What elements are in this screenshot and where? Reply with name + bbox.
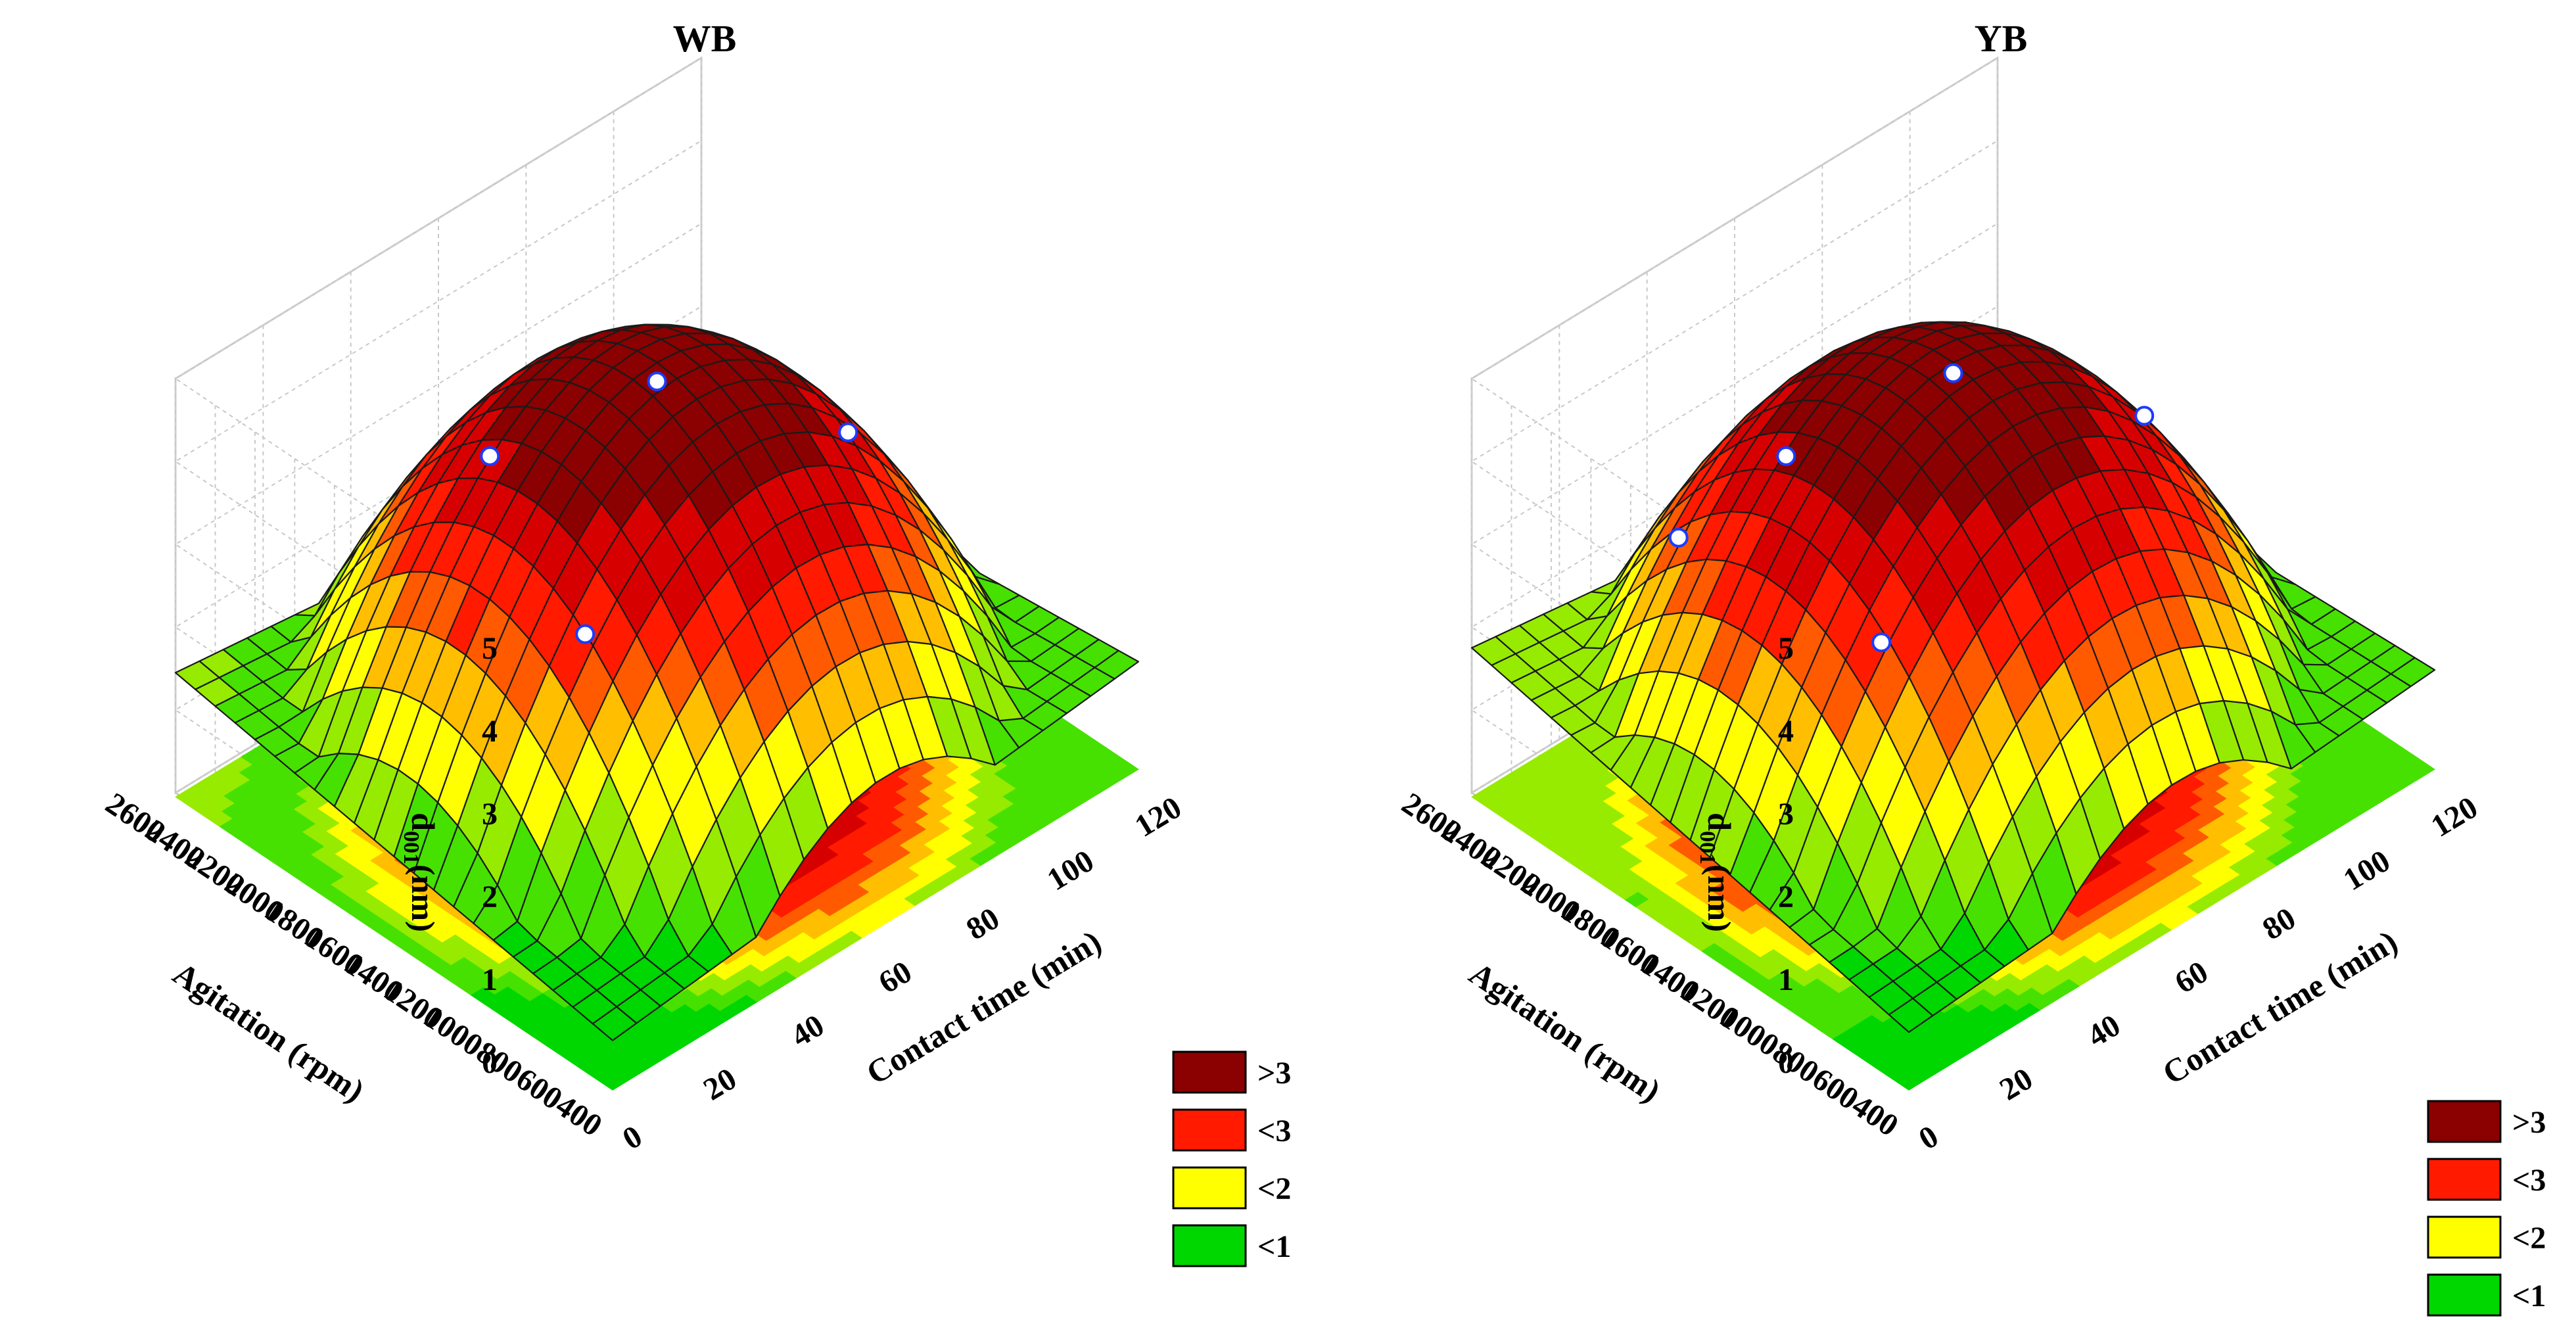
observed-point xyxy=(2134,406,2155,426)
chart-title: WB xyxy=(673,17,737,60)
z-tick-label: 2 xyxy=(1778,880,1794,914)
z-tick-label: 3 xyxy=(482,797,498,832)
observed-point xyxy=(1776,446,1796,466)
z-axis-label: d001(nm) xyxy=(1695,813,1738,932)
z-label-unit: (nm) xyxy=(1701,864,1738,932)
x-tick-label: 60 xyxy=(2169,955,2214,1001)
z-tick-label: 4 xyxy=(482,714,498,749)
z-label-sub: 001 xyxy=(1695,831,1720,864)
z-tick-label: 1 xyxy=(1778,962,1794,997)
x-tick-label: 80 xyxy=(960,901,1005,947)
x-tick-label: 20 xyxy=(1994,1061,2038,1107)
legend-swatch xyxy=(2427,1100,2502,1143)
y-axis-label: Agitation (rpm) xyxy=(166,955,371,1109)
x-tick-label: 20 xyxy=(697,1061,742,1107)
legend: >3 <3 <2 <1 xyxy=(2427,1100,2546,1317)
observed-point xyxy=(1871,632,1892,653)
z-tick-label: 5 xyxy=(1778,631,1794,666)
legend-label: <3 xyxy=(2512,1163,2546,1198)
legend-label: <2 xyxy=(2512,1221,2546,1256)
legend-label: >3 xyxy=(2512,1105,2546,1140)
x-tick-label: 0 xyxy=(1913,1119,1944,1157)
legend-swatch xyxy=(2427,1273,2502,1317)
legend-swatch xyxy=(2427,1158,2502,1201)
x-tick-label: 120 xyxy=(1129,790,1188,844)
legend-swatch xyxy=(1172,1050,1247,1094)
x-axis-label: Contact time (min) xyxy=(2156,923,2403,1092)
legend-label: >3 xyxy=(1257,1056,1291,1091)
x-tick-label: 40 xyxy=(2081,1008,2126,1054)
legend: >3 <3 <2 <1 xyxy=(1172,1050,1291,1267)
x-tick-label: 100 xyxy=(2337,843,2396,898)
observed-point xyxy=(575,624,596,644)
legend-swatch xyxy=(2427,1215,2502,1259)
z-axis-label-text: d001(nm) xyxy=(1695,813,1738,932)
chart-title: YB xyxy=(1975,17,2028,60)
observed-point xyxy=(838,422,858,442)
surface-mesh xyxy=(174,323,1140,1041)
z-tick-label: 2 xyxy=(482,880,498,914)
observed-point xyxy=(647,371,667,392)
legend-swatch xyxy=(1172,1166,1247,1210)
x-tick-label: 40 xyxy=(785,1008,830,1054)
observed-point xyxy=(1943,363,1963,383)
x-tick-label: 120 xyxy=(2425,790,2484,844)
z-tick-label: 3 xyxy=(1778,797,1794,832)
x-axis-label: Contact time (min) xyxy=(860,923,1107,1092)
z-tick-label: 5 xyxy=(482,631,498,666)
z-label-sub: 001 xyxy=(399,831,423,864)
z-axis-label: d001(nm) xyxy=(399,813,442,932)
legend-swatch xyxy=(1172,1224,1247,1267)
x-tick-label: 100 xyxy=(1041,843,1100,898)
legend-label: <2 xyxy=(1257,1171,1291,1206)
z-tick-label: 4 xyxy=(1778,714,1794,749)
z-axis-label-text: d001(nm) xyxy=(399,813,442,932)
legend-label: <1 xyxy=(2512,1279,2546,1313)
z-tick-label: 1 xyxy=(482,962,498,997)
legend-label: <3 xyxy=(1257,1114,1291,1148)
y-axis-label: Agitation (rpm) xyxy=(1463,955,1667,1109)
legend-label: <1 xyxy=(1257,1229,1291,1264)
observed-point xyxy=(1668,527,1689,548)
observed-point xyxy=(480,446,500,466)
legend-swatch xyxy=(1172,1108,1247,1152)
z-label-unit: (nm) xyxy=(405,864,442,932)
x-tick-label: 60 xyxy=(873,955,918,1001)
x-tick-label: 0 xyxy=(617,1119,648,1157)
z-label-main: d xyxy=(405,813,442,831)
x-tick-label: 80 xyxy=(2257,901,2301,947)
z-label-main: d xyxy=(1701,813,1738,831)
